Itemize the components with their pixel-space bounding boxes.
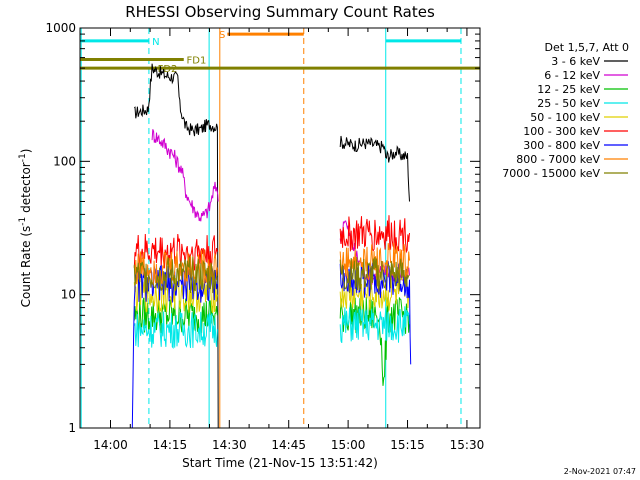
- series-line-4-seg2: [339, 306, 410, 344]
- legend-label-2: 6 - 12 keV: [544, 69, 600, 82]
- flag-label-n: N: [152, 37, 159, 48]
- legend-label-8: 800 - 7000 keV: [516, 153, 600, 166]
- flag-label-fd1: FD1: [187, 56, 207, 67]
- series-line-6-seg2: [339, 215, 410, 254]
- x-tick-label: 14:00: [93, 438, 128, 452]
- legend-label-6: 100 - 300 keV: [523, 125, 600, 138]
- y-tick-label: 100: [53, 154, 76, 168]
- x-tick-label: 14:30: [212, 438, 247, 452]
- flag-label-fd2: FD2: [158, 64, 178, 75]
- y-tick-label: 10: [61, 288, 76, 302]
- y-axis-ticks: 1 10 100 1000: [45, 21, 480, 435]
- x-tick-label: 14:45: [271, 438, 306, 452]
- series-line-9-seg2: [339, 256, 410, 294]
- y-axis-label: Count Rate (s-1 detector-1): [18, 149, 33, 308]
- x-tick-label: 14:15: [153, 438, 188, 452]
- series-line-9-seg1: [133, 256, 218, 294]
- x-tick-label: 15:00: [331, 438, 366, 452]
- y-tick-label: 1000: [45, 21, 76, 35]
- plot-area: N S FD1 FD2: [80, 28, 480, 429]
- x-axis-label: Start Time (21-Nov-15 13:51:42): [182, 456, 378, 470]
- legend-label-1: 3 - 6 keV: [551, 55, 600, 68]
- legend-label-3: 12 - 25 keV: [537, 83, 600, 96]
- x-axis-ticks: 14:00 14:15 14:30 14:45 15:00 15:15 15:30: [93, 28, 484, 452]
- legend-header: Det 1,5,7, Att 0: [545, 41, 629, 54]
- series-line-1-seg1: [133, 63, 219, 429]
- chart-title: RHESSI Observing Summary Count Rates: [125, 3, 435, 21]
- timestamp: 2-Nov-2021 07:47: [564, 467, 636, 476]
- plot-frame: [79, 27, 481, 429]
- series-line-8-seg1: [133, 248, 218, 286]
- legend-label-4: 25 - 50 keV: [537, 97, 600, 110]
- series-line-5-seg2: [339, 276, 410, 311]
- x-tick-label: 15:30: [450, 438, 485, 452]
- legend-label-7: 300 - 800 keV: [523, 139, 600, 152]
- legend-label-9: 7000 - 15000 keV: [502, 167, 600, 180]
- series-line-4-seg1: [133, 311, 218, 349]
- x-tick-label: 15:15: [390, 438, 425, 452]
- series-line-1-seg2: [339, 135, 410, 202]
- series-line-3-seg2: [339, 296, 410, 386]
- flag-label-s: S: [219, 30, 225, 41]
- y-tick-label: 1: [68, 421, 76, 435]
- legend-label-5: 50 - 100 keV: [530, 111, 600, 124]
- series-line-2-seg1: [151, 129, 219, 222]
